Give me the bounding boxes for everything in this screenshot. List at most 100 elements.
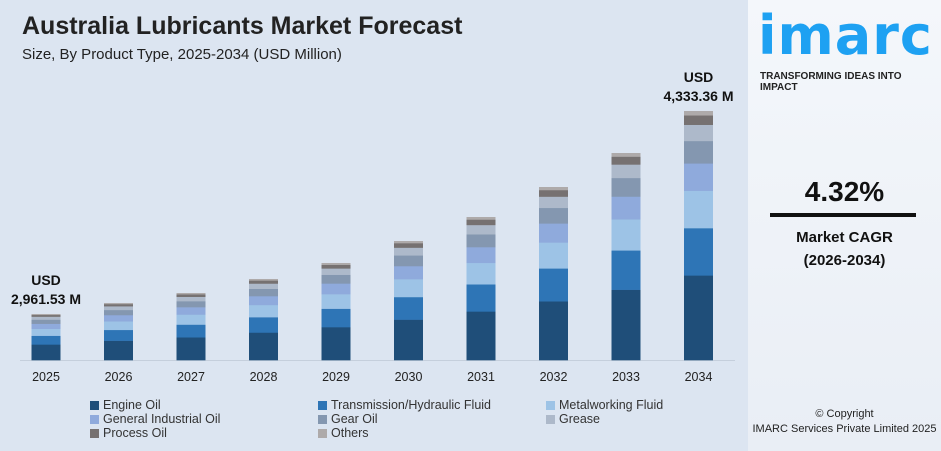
x-tick-label: 2031 (467, 370, 495, 384)
bar-segment-2034-gear-oil (684, 140, 713, 164)
bar-segment-2032-gear-oil (539, 207, 568, 224)
bar-segment-2033-process-oil (611, 156, 641, 165)
bar-segment-2029-process-oil (321, 264, 351, 269)
legend-item: Transmission/Hydraulic Fluid (318, 398, 546, 412)
bar-segment-2026-others (104, 302, 133, 305)
legend-item: Engine Oil (90, 398, 318, 412)
bar-segment-2030-gear-oil (394, 255, 423, 267)
bar-segment-2027-engine-oil (176, 337, 206, 361)
stacked-bar-chart: 2025 USD 2,961.53 M 2026 2027 2028 2029 2030 203… (11, 69, 735, 384)
legend-swatch (90, 414, 99, 424)
bar-segment-2032-grease (539, 196, 568, 209)
total-label-2034-value: 4,333.36 M (663, 88, 733, 104)
copyright-line1: © Copyright (815, 408, 874, 420)
legend-label: General Industrial Oil (103, 412, 221, 426)
copyright-line2: IMARC Services Private Limited 2025 (752, 423, 937, 435)
bar-segment-2034-others (684, 111, 713, 116)
imarc-logo: imarc (758, 4, 933, 67)
bar-segment-2028-transmission-hydraulic-fluid (249, 317, 278, 333)
legend-label: Metalworking Fluid (559, 398, 664, 412)
cagr-value: 4.32% (804, 176, 885, 207)
bar-segment-2025-general-industrial-oil (31, 323, 61, 330)
legend-swatch (90, 400, 99, 410)
bar-segment-2033-others (611, 153, 641, 157)
bar-segment-2026-grease (104, 306, 133, 311)
bar-segment-2030-engine-oil (394, 319, 423, 361)
bar-segment-2031-engine-oil (466, 311, 496, 361)
bar-segment-2027-gear-oil (176, 301, 206, 308)
bar-segment-2030-metalworking-fluid (394, 279, 423, 298)
bar-segment-2030-others (394, 241, 423, 244)
bar-segment-2034-transmission-hydraulic-fluid (684, 228, 713, 276)
bar-segment-2031-metalworking-fluid (466, 262, 496, 285)
chart-panel: Australia Lubricants Market Forecast Siz… (10, 12, 746, 440)
bar-segment-2025-metalworking-fluid (31, 328, 61, 336)
legend-item: Grease (546, 412, 746, 426)
bar-segment-2031-general-industrial-oil (466, 247, 496, 264)
bar-segment-2026-general-industrial-oil (104, 314, 133, 322)
bar-segment-2030-process-oil (394, 243, 423, 248)
legend-item: Others (318, 426, 546, 440)
bar-segment-2031-process-oil (466, 219, 496, 226)
bar-segment-2026-process-oil (104, 303, 133, 307)
x-tick-label: 2025 (32, 370, 60, 384)
bar-segment-2030-general-industrial-oil (394, 265, 423, 280)
bar-segment-2025-process-oil (31, 314, 61, 317)
bar-segment-2029-gear-oil (321, 274, 351, 284)
legend-label: Transmission/Hydraulic Fluid (331, 398, 491, 412)
bar-segment-2032-transmission-hydraulic-fluid (539, 268, 568, 302)
legend-swatch (546, 414, 555, 424)
total-label-2025-currency: USD (31, 272, 61, 288)
bar-segment-2034-general-industrial-oil (684, 163, 713, 191)
bar-segment-2032-general-industrial-oil (539, 223, 568, 243)
cagr-period: (2026-2034) (803, 252, 886, 269)
bar-segment-2029-others (321, 262, 351, 265)
bar-segment-2034-grease (684, 124, 713, 142)
x-tick-label: 2033 (612, 370, 640, 384)
bar-segment-2027-general-industrial-oil (176, 307, 206, 315)
legend-swatch (318, 414, 327, 424)
bar-segment-2030-transmission-hydraulic-fluid (394, 296, 423, 320)
bar-segment-2025-engine-oil (31, 344, 61, 361)
bar-segment-2025-others (31, 314, 61, 316)
bar-segment-2026-metalworking-fluid (104, 321, 133, 331)
bar-segment-2032-others (539, 187, 568, 191)
bar-segment-2033-general-industrial-oil (611, 196, 641, 220)
x-tick-label: 2030 (395, 370, 423, 384)
bar-segment-2033-metalworking-fluid (611, 219, 641, 251)
legend-label: Others (331, 426, 369, 440)
bar-segment-2025-gear-oil (31, 319, 61, 324)
bar-segment-2031-gear-oil (466, 234, 496, 248)
tagline: TRANSFORMING IDEAS INTO IMPACT (760, 71, 902, 93)
bar-segment-2027-metalworking-fluid (176, 314, 206, 325)
bar-segment-2031-transmission-hydraulic-fluid (466, 284, 496, 312)
x-tick-label: 2032 (540, 370, 568, 384)
legend-swatch (318, 400, 327, 410)
cagr-label-text: Market CAGR (796, 229, 893, 246)
bar-segment-2034-engine-oil (684, 275, 713, 361)
bar-segment-2033-transmission-hydraulic-fluid (611, 250, 641, 290)
bar-segment-2030-grease (394, 247, 423, 256)
legend-item: General Industrial Oil (90, 412, 318, 426)
bar-segment-2029-engine-oil (321, 327, 351, 361)
legend-label: Process Oil (103, 426, 167, 440)
total-label-2025-value: 2,961.53 M (11, 291, 81, 307)
legend: Engine Oil Transmission/Hydraulic Fluid Me… (90, 398, 746, 440)
legend-item: Metalworking Fluid (546, 398, 746, 412)
x-tick-label: 2028 (250, 370, 278, 384)
bar-segment-2028-metalworking-fluid (249, 304, 278, 318)
x-tick-label: 2027 (177, 370, 205, 384)
bar-segment-2025-grease (31, 316, 61, 320)
bar-segment-2028-grease (249, 283, 278, 290)
bar-segment-2031-others (466, 217, 496, 220)
x-tick-label: 2026 (105, 370, 133, 384)
bar-segment-2028-general-industrial-oil (249, 296, 278, 306)
bar-segment-2025-transmission-hydraulic-fluid (31, 335, 61, 345)
legend-swatch (318, 428, 327, 438)
bar-segment-2027-grease (176, 296, 206, 302)
cagr-label: Market CAGR (2026-2034) (748, 226, 941, 272)
bar-segment-2032-metalworking-fluid (539, 242, 568, 269)
bar-segment-2026-transmission-hydraulic-fluid (104, 329, 133, 341)
legend-label: Engine Oil (103, 398, 161, 412)
bar-segment-2028-others (249, 278, 278, 281)
